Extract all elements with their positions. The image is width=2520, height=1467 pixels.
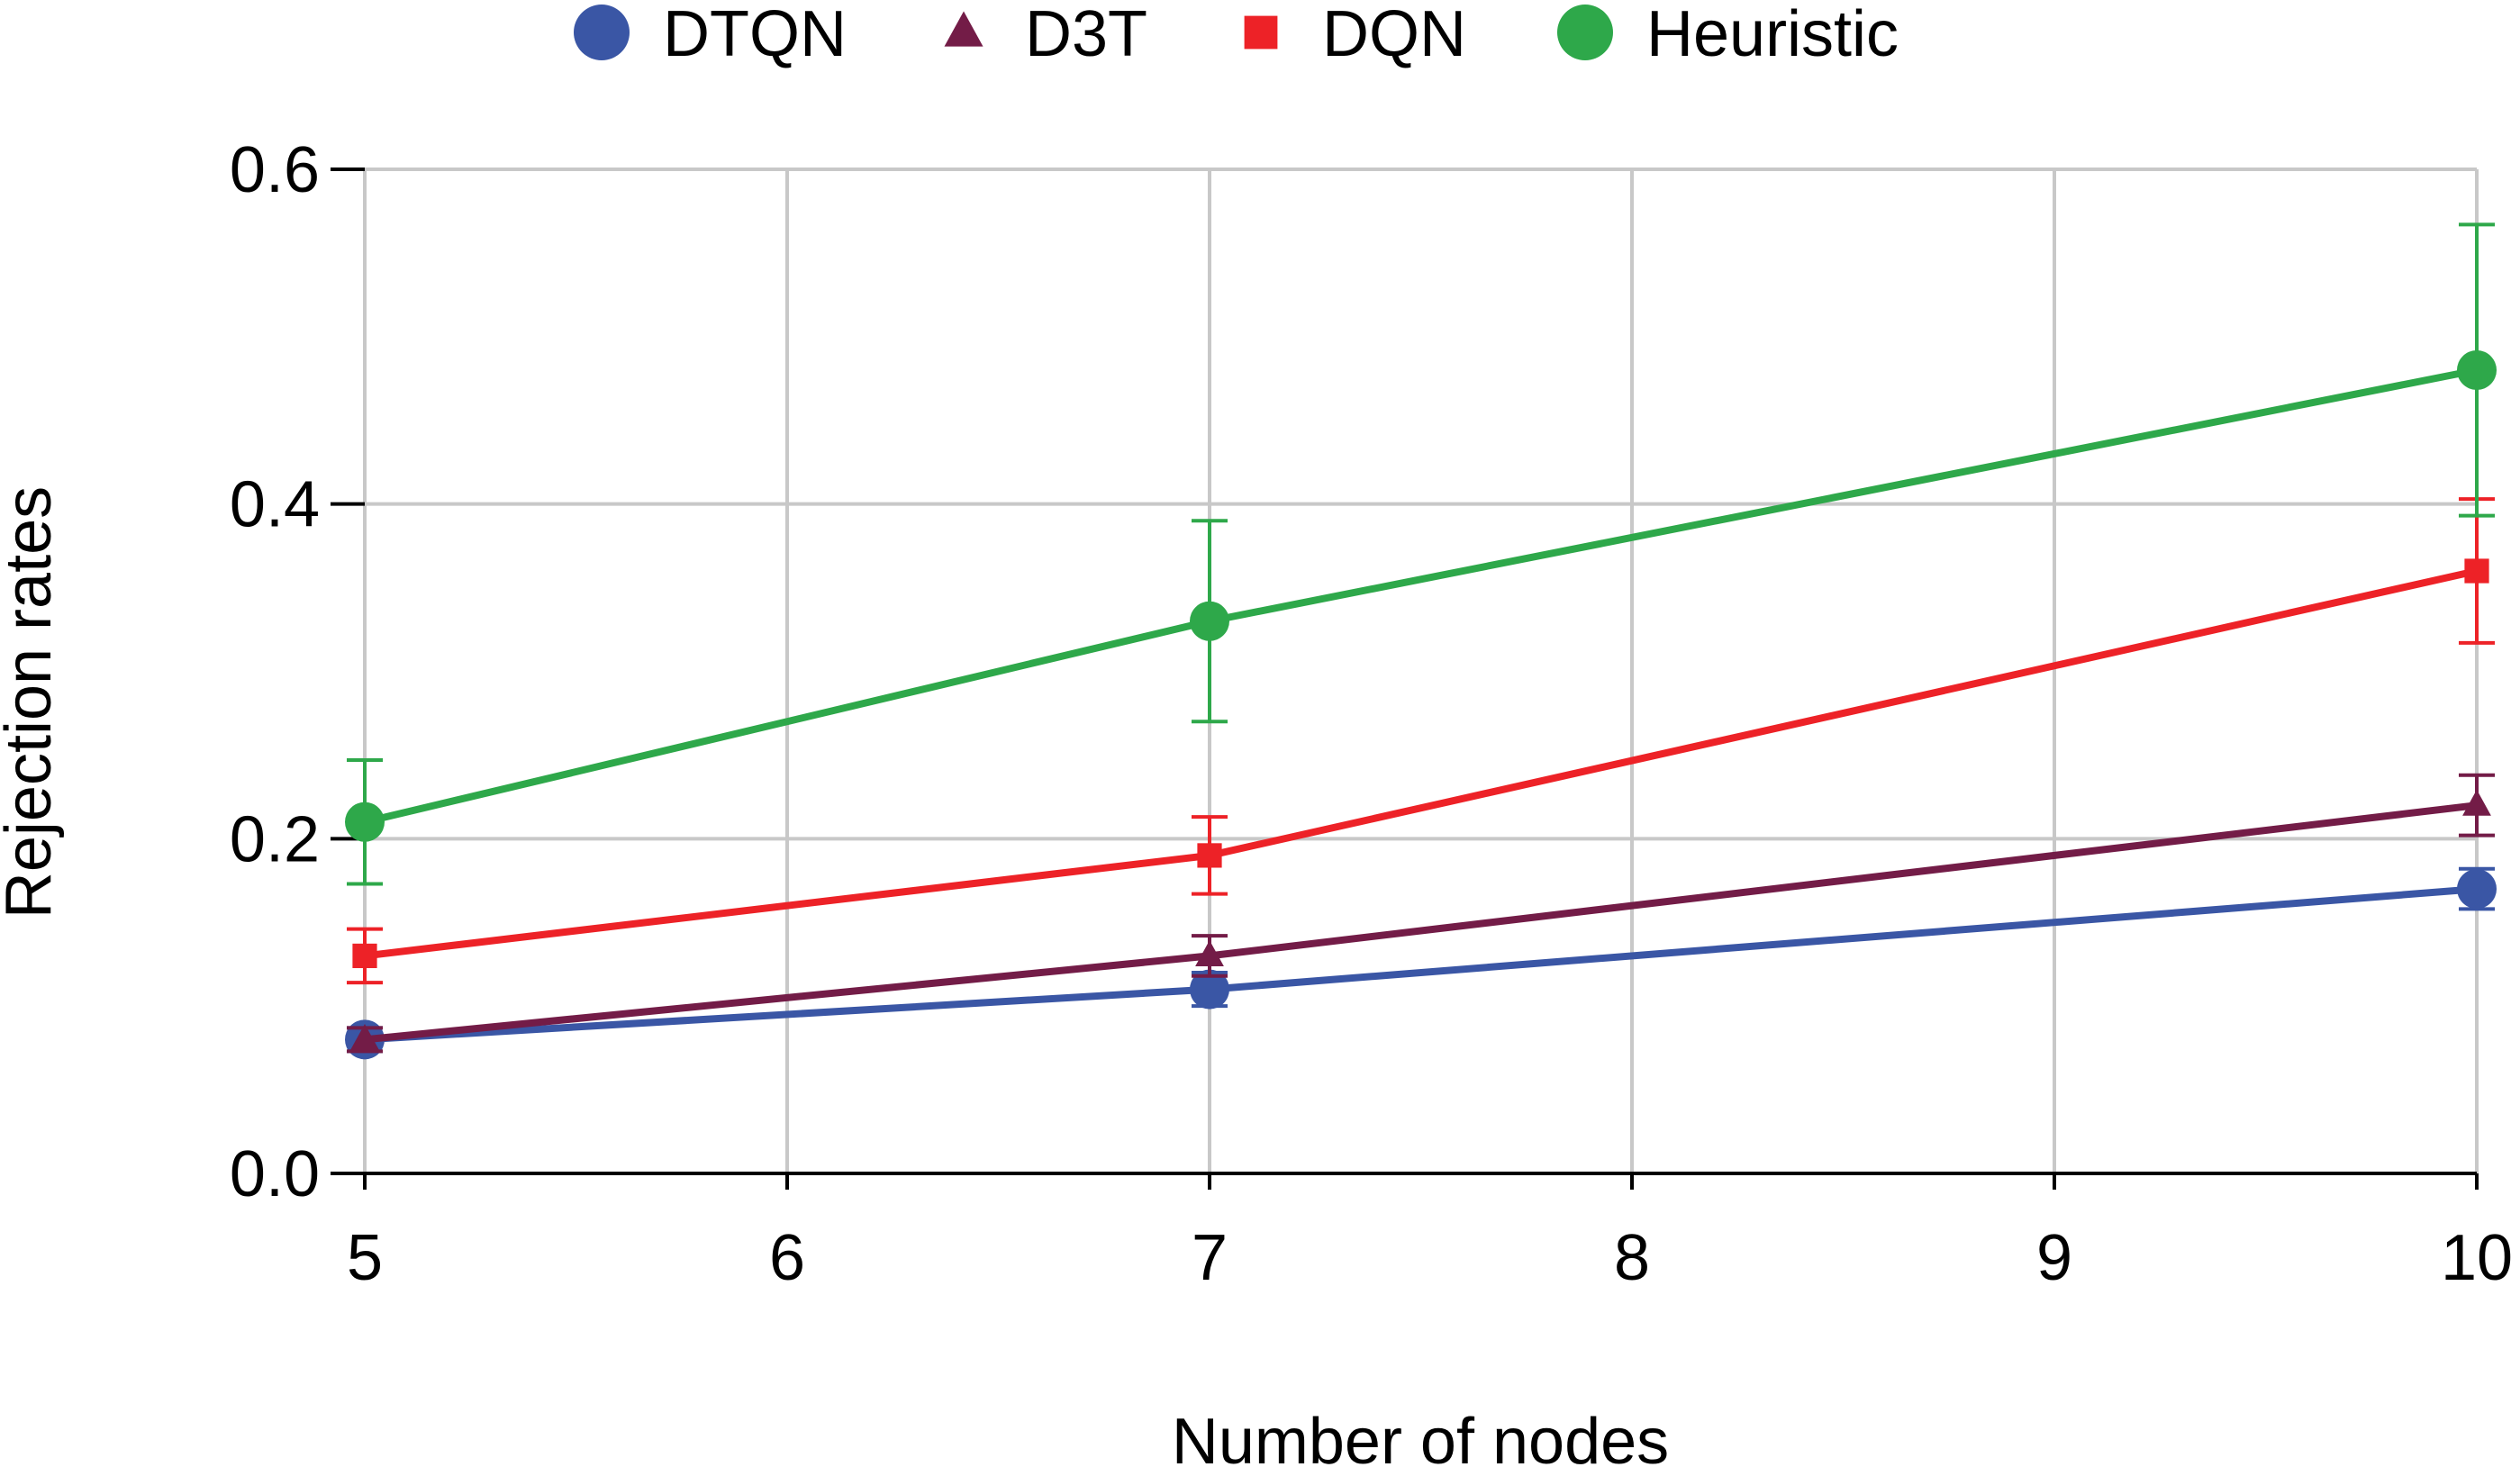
point-dqn bbox=[1197, 843, 1222, 868]
point-dqn bbox=[352, 943, 377, 969]
legend-item-dqn: DQN bbox=[1244, 0, 1466, 70]
axes bbox=[331, 168, 2479, 1190]
point-heuristic bbox=[345, 801, 385, 842]
y-tick-label: 0.2 bbox=[230, 803, 320, 875]
legend: DTQN D3T DQN Heuristic bbox=[574, 0, 1899, 70]
x-tick-label: 10 bbox=[2441, 1222, 2513, 1294]
point-heuristic bbox=[2457, 350, 2497, 390]
series-line-dqn bbox=[364, 567, 2478, 960]
legend-marker-d3t bbox=[944, 11, 984, 47]
legend-label-d3t: D3T bbox=[1025, 0, 1147, 70]
legend-label-dqn: DQN bbox=[1322, 0, 1466, 70]
legend-label-dtqn: DTQN bbox=[663, 0, 847, 70]
point-d3t bbox=[2462, 789, 2491, 816]
legend-item-d3t: D3T bbox=[944, 0, 1147, 70]
legend-marker-dqn bbox=[1244, 15, 1278, 50]
y-tick-label: 0.0 bbox=[230, 1138, 320, 1210]
legend-label-heuristic: Heuristic bbox=[1646, 0, 1899, 70]
y-tick-label: 0.4 bbox=[230, 469, 320, 541]
x-axis-title: Number of nodes bbox=[1172, 1406, 1669, 1467]
legend-marker-dtqn bbox=[574, 5, 630, 60]
x-tick-label: 8 bbox=[1614, 1222, 1650, 1294]
point-dqn bbox=[2464, 558, 2489, 584]
point-heuristic bbox=[1190, 601, 1229, 641]
x-tick-label: 9 bbox=[2036, 1222, 2072, 1294]
tick-labels: 5 6 7 8 9 10 0.0 0.2 0.4 0.6 bbox=[230, 134, 2513, 1294]
legend-item-heuristic: Heuristic bbox=[1557, 0, 1899, 70]
series-d3t bbox=[347, 773, 2495, 1054]
x-tick-label: 7 bbox=[1192, 1222, 1228, 1294]
series-heuristic bbox=[345, 222, 2497, 886]
point-dtqn bbox=[2457, 869, 2497, 910]
series-dqn bbox=[347, 497, 2495, 985]
point-d3t bbox=[350, 1023, 379, 1050]
y-axis-title: Rejection rates bbox=[0, 486, 65, 919]
series-dtqn bbox=[345, 866, 2497, 1060]
series-line-dtqn bbox=[364, 885, 2478, 1044]
point-dtqn bbox=[1190, 969, 1229, 1010]
x-tick-label: 6 bbox=[769, 1222, 805, 1294]
legend-item-dtqn: DTQN bbox=[574, 0, 847, 70]
x-tick-label: 5 bbox=[347, 1222, 383, 1294]
series-line-heuristic bbox=[364, 367, 2478, 826]
legend-marker-heuristic bbox=[1557, 5, 1613, 60]
y-tick-label: 0.6 bbox=[230, 134, 320, 206]
series-group bbox=[345, 222, 2497, 1060]
point-d3t bbox=[1195, 940, 1224, 966]
